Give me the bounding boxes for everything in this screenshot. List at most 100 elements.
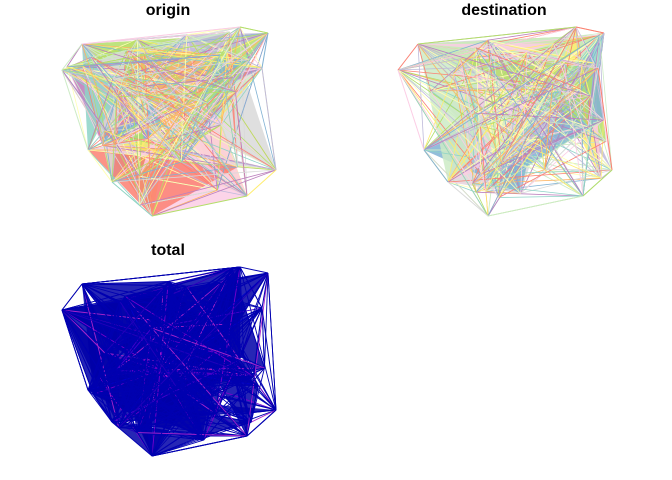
flow-line (423, 26, 577, 151)
flow-line (493, 42, 502, 163)
flow-line (61, 293, 174, 311)
flow-line (111, 59, 250, 183)
flow-line (460, 58, 487, 192)
flow-line (126, 49, 163, 141)
boundary-flow-line (87, 389, 113, 423)
flow-line (115, 370, 138, 433)
flow-line (397, 69, 489, 217)
flow-line (487, 84, 553, 217)
flow-line (111, 161, 182, 183)
flow-line (119, 301, 177, 387)
flow-line (239, 26, 250, 60)
flow-line (423, 149, 489, 217)
flow-line (582, 67, 599, 197)
flow-line (493, 26, 577, 44)
flow-line (539, 139, 546, 170)
flow-line (211, 266, 241, 307)
flow-line (239, 26, 277, 171)
flow-line (475, 47, 581, 90)
flow-line (173, 267, 233, 295)
flow-line (61, 309, 106, 354)
flow-line (222, 346, 265, 369)
flow-line (485, 43, 554, 192)
flow-line (116, 31, 231, 98)
flow-line (111, 359, 240, 423)
flow-line (93, 305, 213, 395)
flow-line (579, 65, 582, 89)
flow-line (112, 39, 138, 80)
flow-line (417, 43, 431, 92)
boundary-flow-line (582, 169, 613, 197)
flow-line (151, 359, 241, 457)
flow-line (231, 267, 265, 369)
flow-line (430, 84, 553, 92)
flow-line (480, 119, 604, 175)
flow-line (587, 67, 599, 127)
flow-line (61, 281, 169, 311)
flow-line (87, 389, 203, 437)
flow-line (498, 162, 502, 198)
flow-line (267, 272, 277, 411)
flow-line (447, 181, 473, 184)
flow-line (544, 34, 600, 170)
flow-line (98, 376, 153, 457)
flow-line (136, 39, 248, 197)
flow-line (61, 69, 186, 106)
flow-line (226, 51, 263, 69)
flow-line (136, 319, 153, 433)
flow-line (186, 34, 218, 191)
flow-line (93, 394, 216, 415)
flow-line (474, 34, 600, 114)
flow-line (423, 112, 476, 151)
flow-line (513, 140, 602, 179)
flow-line (104, 34, 188, 131)
flow-line (151, 305, 213, 329)
flow-line (124, 295, 203, 437)
flow-line (111, 307, 263, 423)
flow-line (104, 288, 164, 354)
flow-line (397, 42, 494, 71)
flow-line (480, 140, 515, 175)
flow-fan (448, 126, 588, 182)
flow-line (215, 413, 248, 437)
flow-line (151, 281, 169, 321)
flow-line (423, 65, 582, 151)
flow-line (579, 88, 584, 197)
flow-line (87, 149, 140, 206)
flow-line (180, 55, 220, 163)
flow-line (485, 191, 489, 217)
flow-line (430, 90, 497, 151)
flow-line (87, 296, 126, 391)
flow-line (219, 306, 277, 411)
flow-line (124, 295, 277, 411)
flow-line (225, 323, 277, 411)
flow-line (220, 32, 269, 125)
flow-line (136, 293, 175, 433)
flow-line (417, 43, 545, 170)
flow-line (397, 39, 488, 71)
flow-line (575, 26, 602, 179)
flow-line (82, 66, 104, 146)
panel-title-destination: destination (461, 2, 547, 19)
flow-line (87, 285, 187, 391)
flow-line (115, 49, 128, 146)
flow-line (82, 66, 122, 89)
flow-line (139, 140, 163, 206)
flow-line (66, 66, 186, 106)
flow-line (480, 126, 487, 192)
flow-line (215, 266, 241, 415)
flow-line (144, 53, 277, 171)
flow-line (144, 54, 153, 217)
flow-line (124, 266, 241, 297)
flow-line (423, 126, 481, 151)
boundary-flow-line (597, 67, 613, 171)
flow-line (460, 58, 502, 163)
boundary-flow-line (597, 32, 605, 69)
flow-line (250, 409, 277, 423)
flow-line (118, 285, 187, 428)
flow-line (430, 32, 605, 92)
flow-line (98, 301, 121, 377)
flow-line (397, 69, 487, 192)
